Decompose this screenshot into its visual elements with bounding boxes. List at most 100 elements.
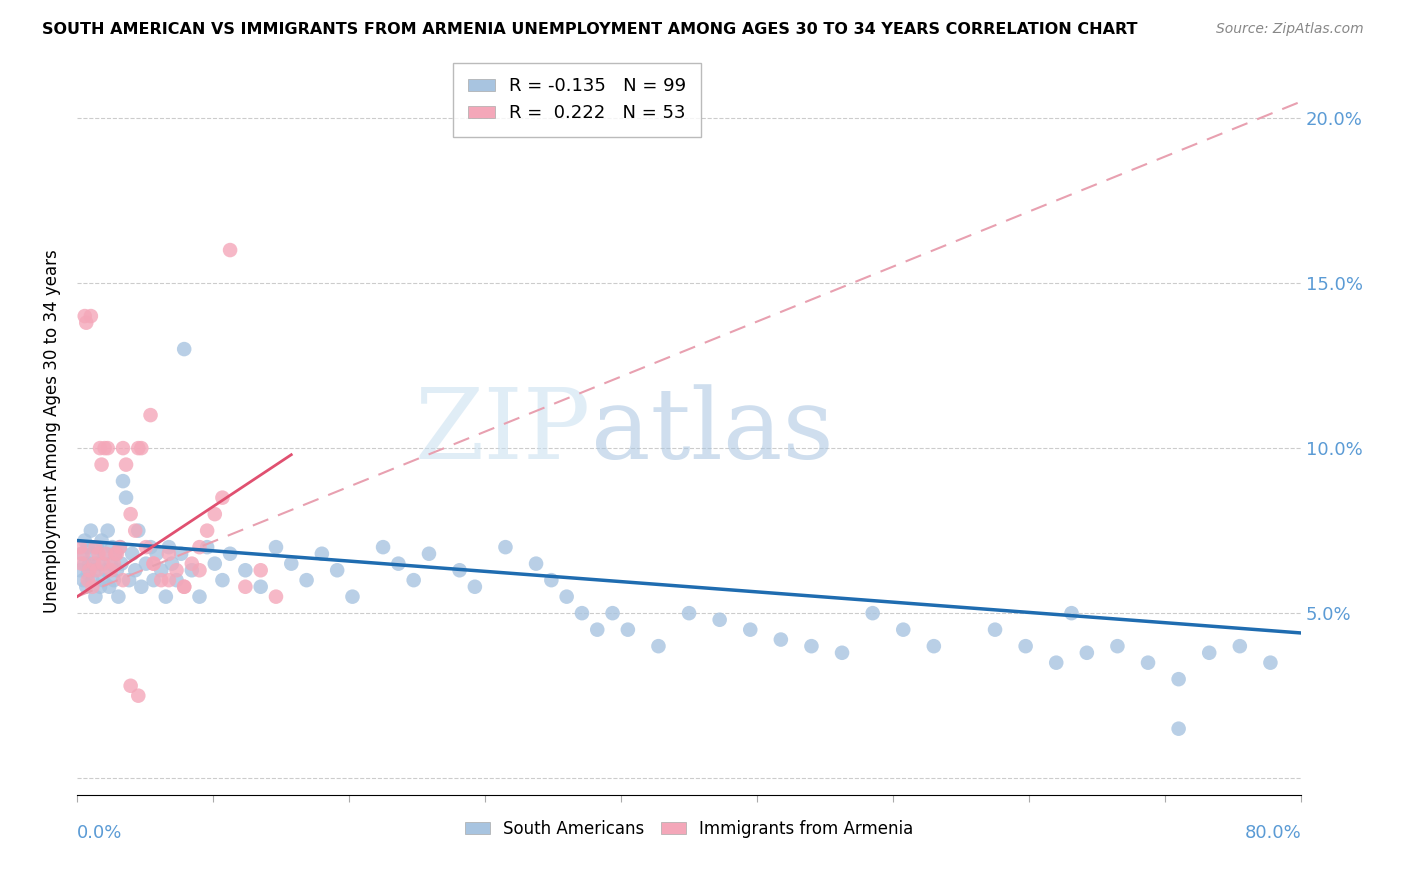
Point — [188, 590, 211, 604]
Point — [75, 580, 97, 594]
Point — [1167, 722, 1189, 736]
Point — [709, 613, 731, 627]
Point — [235, 563, 257, 577]
Point — [155, 590, 177, 604]
Point — [96, 563, 118, 577]
Point — [800, 639, 823, 653]
Point — [524, 557, 547, 571]
Point — [98, 580, 121, 594]
Legend: South Americans, Immigrants from Armenia: South Americans, Immigrants from Armenia — [458, 814, 920, 845]
Point — [97, 441, 120, 455]
Text: Source: ZipAtlas.com: Source: ZipAtlas.com — [1216, 22, 1364, 37]
Point — [139, 408, 162, 422]
Point — [108, 540, 131, 554]
Point — [387, 557, 409, 571]
Point — [111, 474, 134, 488]
Point — [90, 533, 112, 548]
Point — [97, 524, 120, 538]
Point — [1014, 639, 1036, 653]
Point — [180, 563, 202, 577]
Point — [127, 441, 149, 455]
Point — [602, 606, 624, 620]
Point — [84, 540, 107, 554]
Point — [1198, 646, 1220, 660]
Point — [249, 580, 271, 594]
Point — [89, 441, 111, 455]
Point — [83, 563, 105, 577]
Point — [180, 557, 202, 571]
Point — [73, 533, 96, 548]
Point — [90, 458, 112, 472]
Point — [195, 540, 218, 554]
Y-axis label: Unemployment Among Ages 30 to 34 years: Unemployment Among Ages 30 to 34 years — [44, 250, 60, 614]
Text: 0.0%: 0.0% — [77, 823, 122, 842]
Point — [118, 573, 141, 587]
Point — [127, 689, 149, 703]
Point — [295, 573, 318, 587]
Point — [110, 557, 132, 571]
Point — [922, 639, 945, 653]
Point — [211, 491, 233, 505]
Point — [311, 547, 333, 561]
Point — [135, 540, 157, 554]
Point — [87, 547, 110, 561]
Point — [70, 557, 93, 571]
Point — [449, 563, 471, 577]
Point — [166, 573, 188, 587]
Point — [82, 547, 104, 561]
Point — [93, 441, 115, 455]
Point — [93, 547, 115, 561]
Point — [104, 547, 127, 561]
Point — [540, 573, 562, 587]
Point — [72, 547, 94, 561]
Point — [100, 563, 122, 577]
Point — [131, 580, 153, 594]
Point — [96, 547, 118, 561]
Point — [157, 547, 180, 561]
Point — [82, 573, 104, 587]
Point — [87, 557, 110, 571]
Point — [80, 309, 103, 323]
Point — [142, 557, 165, 571]
Point — [204, 557, 226, 571]
Point — [984, 623, 1007, 637]
Point — [120, 507, 142, 521]
Point — [1045, 656, 1067, 670]
Point — [173, 342, 195, 356]
Point — [76, 566, 98, 581]
Point — [235, 580, 257, 594]
Point — [142, 557, 165, 571]
Point — [211, 573, 233, 587]
Point — [142, 573, 165, 587]
Point — [249, 563, 271, 577]
Point — [166, 563, 188, 577]
Point — [91, 573, 114, 587]
Point — [157, 540, 180, 554]
Point — [105, 547, 128, 561]
Point — [127, 524, 149, 538]
Point — [145, 547, 167, 561]
Point — [173, 580, 195, 594]
Point — [86, 540, 108, 554]
Point — [173, 580, 195, 594]
Point — [83, 557, 105, 571]
Point — [264, 590, 287, 604]
Point — [69, 540, 91, 554]
Point — [160, 557, 183, 571]
Point — [103, 557, 125, 571]
Point — [100, 557, 122, 571]
Point — [76, 540, 98, 554]
Text: atlas: atlas — [591, 384, 834, 480]
Point — [91, 557, 114, 571]
Point — [326, 563, 349, 577]
Point — [131, 441, 153, 455]
Point — [188, 540, 211, 554]
Point — [464, 580, 486, 594]
Text: ZIP: ZIP — [415, 384, 591, 480]
Point — [402, 573, 425, 587]
Point — [101, 540, 124, 554]
Point — [103, 573, 125, 587]
Point — [82, 580, 104, 594]
Point — [104, 547, 127, 561]
Point — [219, 547, 242, 561]
